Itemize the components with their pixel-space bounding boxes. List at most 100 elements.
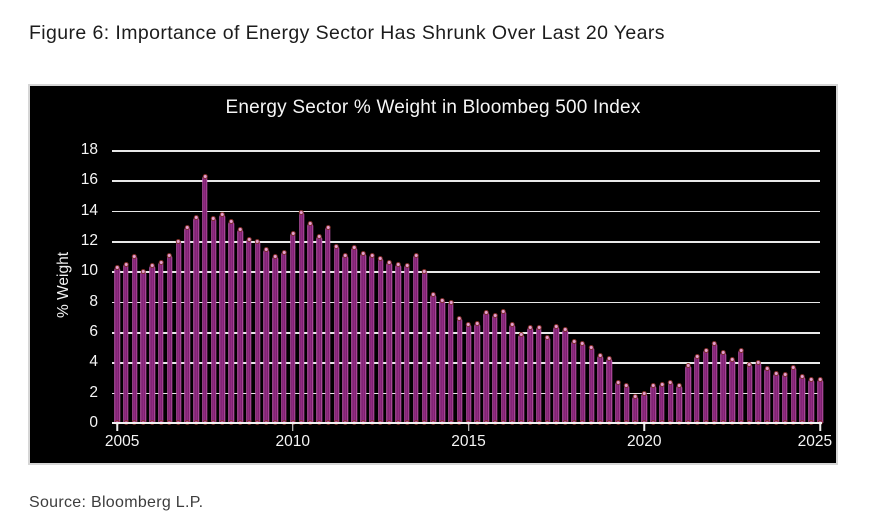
bar bbox=[588, 347, 595, 423]
y-tick-label: 4 bbox=[89, 353, 98, 371]
bar bbox=[606, 357, 612, 423]
bar bbox=[685, 365, 691, 423]
bar bbox=[149, 265, 155, 423]
bar bbox=[536, 327, 542, 423]
y-tick-label: 6 bbox=[89, 323, 98, 340]
bar bbox=[404, 265, 410, 423]
x-tick-label: 2005 bbox=[104, 433, 140, 450]
bar bbox=[632, 395, 639, 423]
bar bbox=[782, 374, 788, 423]
bar bbox=[817, 379, 823, 423]
bar bbox=[430, 294, 437, 423]
gridline bbox=[112, 271, 820, 273]
bar bbox=[210, 218, 217, 423]
bar bbox=[439, 300, 445, 423]
gridline bbox=[112, 210, 820, 213]
x-axis-tick-labels: 2005 2010 2015 2020 2025 bbox=[105, 433, 832, 453]
y-tick-label: 16 bbox=[80, 171, 98, 189]
y-tick-label: 0 bbox=[89, 414, 98, 431]
bar bbox=[114, 266, 120, 423]
bar bbox=[281, 251, 287, 423]
bar bbox=[790, 366, 797, 423]
x-axis-line bbox=[112, 422, 822, 424]
bar bbox=[720, 351, 727, 423]
bar bbox=[202, 175, 208, 423]
bar bbox=[351, 247, 357, 423]
bar bbox=[615, 382, 621, 423]
x-tick-mark bbox=[467, 424, 470, 431]
x-tick-label: 2025 bbox=[797, 433, 833, 450]
bar bbox=[597, 354, 604, 423]
bar bbox=[659, 383, 665, 423]
bar bbox=[492, 315, 498, 423]
x-tick-label: 2010 bbox=[275, 433, 310, 450]
gridline bbox=[112, 301, 820, 304]
bar bbox=[650, 385, 656, 423]
bar bbox=[518, 333, 524, 423]
bar bbox=[413, 254, 419, 423]
bar bbox=[140, 271, 147, 423]
bar bbox=[395, 263, 401, 423]
bar bbox=[421, 271, 428, 423]
bar bbox=[219, 213, 226, 423]
bar bbox=[228, 221, 234, 423]
bar bbox=[166, 254, 173, 423]
x-tick-label: 2020 bbox=[627, 433, 662, 450]
bar bbox=[711, 342, 718, 423]
bar bbox=[764, 368, 771, 423]
y-axis-tick-labels: 0 2 4 6 8 10 12 14 16 18 bbox=[30, 141, 108, 431]
bar bbox=[272, 256, 278, 423]
figure-title: Figure 6: Importance of Energy Sector Ha… bbox=[29, 22, 665, 44]
x-tick-label: 2015 bbox=[451, 433, 486, 450]
bar bbox=[123, 263, 129, 423]
bar bbox=[527, 327, 533, 423]
bar bbox=[316, 236, 322, 423]
y-tick-label: 8 bbox=[89, 292, 98, 310]
bar bbox=[500, 310, 507, 423]
y-tick-label: 2 bbox=[89, 383, 98, 401]
bar bbox=[694, 356, 700, 423]
x-tick-mark bbox=[292, 424, 294, 431]
bar bbox=[676, 385, 683, 423]
bar bbox=[746, 363, 753, 423]
bar bbox=[290, 233, 296, 423]
bar bbox=[773, 372, 779, 423]
gridline bbox=[112, 241, 820, 243]
bar bbox=[623, 385, 630, 423]
bar bbox=[579, 342, 586, 423]
x-tick-mark bbox=[819, 424, 821, 431]
bar bbox=[307, 222, 314, 423]
bar bbox=[298, 212, 305, 423]
bar bbox=[808, 379, 814, 423]
gridline bbox=[112, 180, 820, 182]
bar bbox=[509, 324, 516, 423]
bar bbox=[184, 227, 191, 423]
x-tick-mark bbox=[116, 424, 118, 431]
bar bbox=[131, 256, 138, 423]
bar bbox=[799, 375, 806, 423]
bar bbox=[369, 254, 375, 423]
plot-area bbox=[112, 150, 823, 431]
bar bbox=[263, 248, 270, 423]
chart-title: Energy Sector % Weight in Bloombeg 500 I… bbox=[225, 97, 641, 118]
bar bbox=[237, 228, 243, 423]
bar bbox=[193, 216, 199, 423]
bar bbox=[158, 262, 164, 423]
bar bbox=[553, 325, 560, 423]
bar bbox=[703, 350, 709, 423]
y-tick-label: 18 bbox=[80, 141, 98, 158]
bar bbox=[325, 227, 331, 423]
bar bbox=[246, 239, 252, 423]
bar bbox=[667, 382, 674, 423]
y-tick-label: 10 bbox=[80, 262, 98, 280]
bar bbox=[360, 253, 366, 423]
bar bbox=[571, 341, 577, 423]
bar bbox=[448, 301, 454, 423]
bar bbox=[641, 392, 647, 423]
bar bbox=[562, 328, 568, 423]
bar bbox=[483, 312, 489, 423]
gridline bbox=[112, 150, 820, 152]
bar bbox=[474, 322, 481, 423]
bar bbox=[175, 241, 182, 423]
bar bbox=[456, 318, 463, 423]
